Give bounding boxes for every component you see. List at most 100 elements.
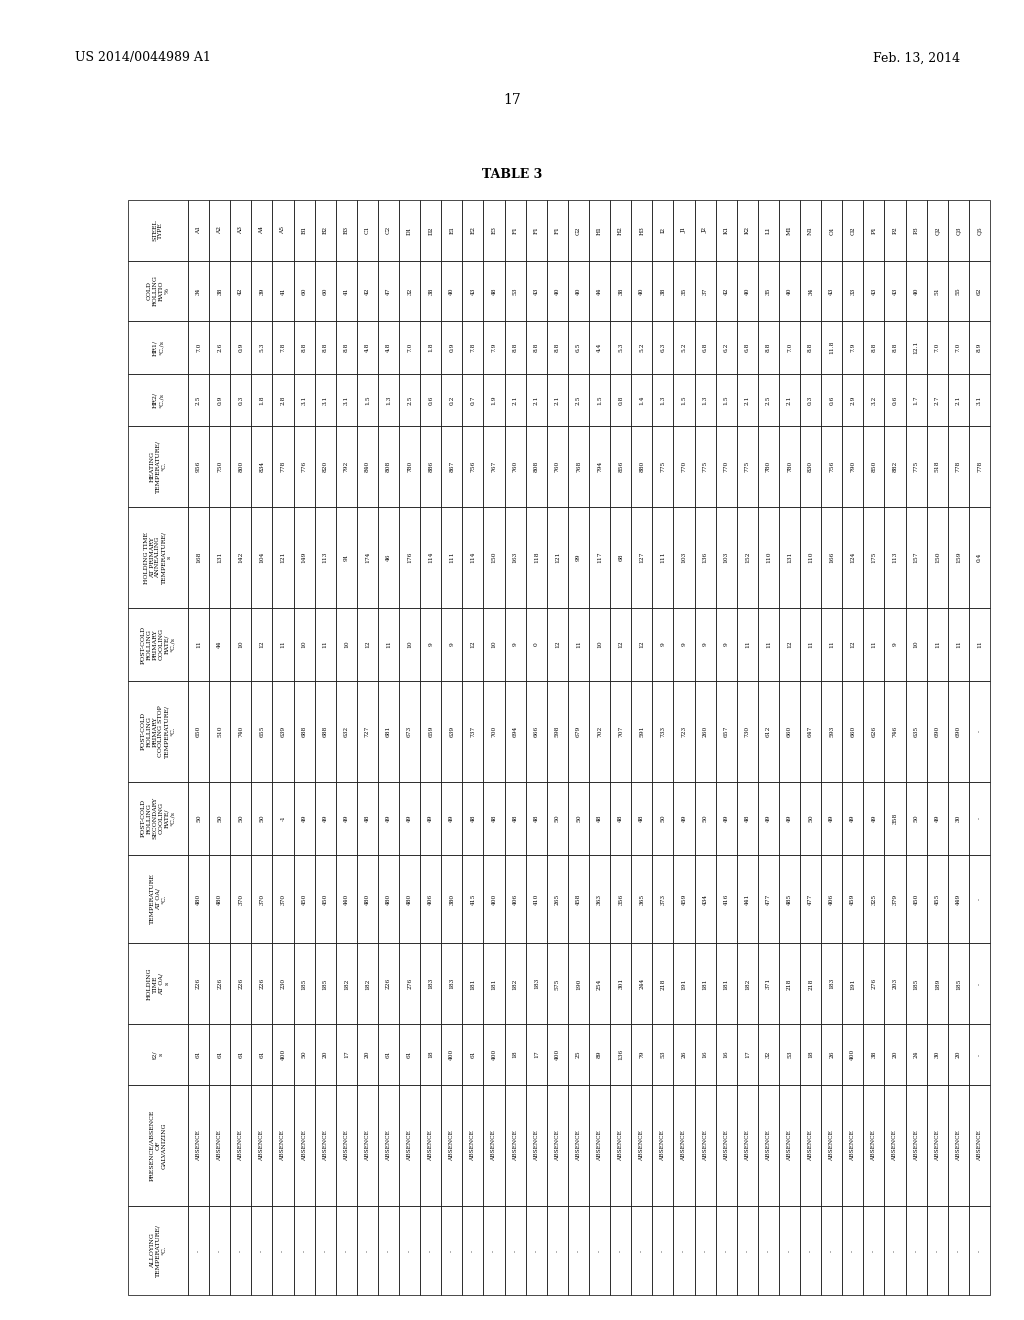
Text: J1: J1 [682,227,686,234]
Text: 485: 485 [787,894,792,904]
Text: 244: 244 [639,978,644,990]
Bar [736,201,758,260]
Bar [188,1024,209,1085]
Bar [863,1206,885,1295]
Bar [294,681,314,781]
Text: 690: 690 [955,726,961,737]
Bar [610,609,631,681]
Bar [694,201,716,260]
Text: Q2: Q2 [935,226,940,235]
Bar [948,944,969,1024]
Text: 34: 34 [808,288,813,294]
Bar [378,426,399,507]
Text: 9: 9 [724,643,729,647]
Text: -: - [829,1250,835,1251]
Text: 149: 149 [302,552,306,564]
Bar [356,374,378,426]
Bar [251,321,272,374]
Bar [356,1206,378,1295]
Bar [547,201,568,260]
Text: 38: 38 [660,288,666,294]
Bar [336,1206,356,1295]
Bar [525,201,547,260]
Bar [336,609,356,681]
Bar [230,260,251,321]
Bar [378,201,399,260]
Bar [547,321,568,374]
Bar [927,426,948,507]
Bar [230,854,251,944]
Text: 185: 185 [302,978,306,990]
Bar [694,609,716,681]
Bar [420,507,441,609]
Bar [631,1085,652,1206]
Bar [736,609,758,681]
Text: 114: 114 [470,552,475,564]
Bar [463,609,483,681]
Bar [463,507,483,609]
Bar [821,681,843,781]
Bar [758,609,779,681]
Bar [420,1206,441,1295]
Bar [399,321,420,374]
Bar [356,1024,378,1085]
Bar [547,944,568,1024]
Text: 3.2: 3.2 [871,396,877,405]
Text: 0.3: 0.3 [239,396,244,405]
Text: 49: 49 [935,814,940,822]
Bar [927,944,948,1024]
Text: 61: 61 [196,1051,201,1059]
Text: -: - [450,1250,455,1251]
Bar [505,1085,525,1206]
Text: 0.8: 0.8 [618,395,624,405]
Bar [631,854,652,944]
Bar [463,374,483,426]
Text: 218: 218 [808,978,813,990]
Bar [209,374,230,426]
Bar [188,260,209,321]
Bar [779,944,800,1024]
Bar [568,944,589,1024]
Bar [568,681,589,781]
Text: 356: 356 [618,894,624,904]
Text: A2: A2 [217,226,222,235]
Text: 2.8: 2.8 [281,395,286,405]
Bar [441,260,463,321]
Bar [294,1085,314,1206]
Text: 8.8: 8.8 [344,343,349,352]
Bar [547,781,568,854]
Text: 2.5: 2.5 [408,395,412,405]
Text: 254: 254 [597,978,602,990]
Text: 124: 124 [850,552,855,564]
Bar [736,374,758,426]
Text: 168: 168 [196,552,201,564]
Text: -: - [555,1250,560,1251]
Text: 260: 260 [702,726,708,737]
Bar [589,609,610,681]
Bar [525,944,547,1024]
Bar [927,507,948,609]
Text: 8.8: 8.8 [513,343,517,352]
Bar [758,507,779,609]
Bar [420,781,441,854]
Text: 760: 760 [555,461,560,473]
Text: 103: 103 [724,552,729,564]
Text: 60: 60 [323,288,328,294]
Text: 40: 40 [555,288,560,294]
Text: 6.8: 6.8 [744,343,750,352]
Bar [863,260,885,321]
Bar [483,1085,505,1206]
Bar [779,201,800,260]
Bar [736,944,758,1024]
Text: ABSENCE: ABSENCE [724,1130,729,1160]
Bar [336,1024,356,1085]
Bar [948,1206,969,1295]
Text: 163: 163 [513,552,517,564]
Text: 1.3: 1.3 [702,395,708,405]
Text: B3: B3 [344,226,349,235]
Text: 11: 11 [386,640,391,648]
Bar [505,854,525,944]
Bar [483,609,505,681]
Text: 480: 480 [196,894,201,904]
Text: HR2/
°C./s: HR2/ °C./s [153,392,164,408]
